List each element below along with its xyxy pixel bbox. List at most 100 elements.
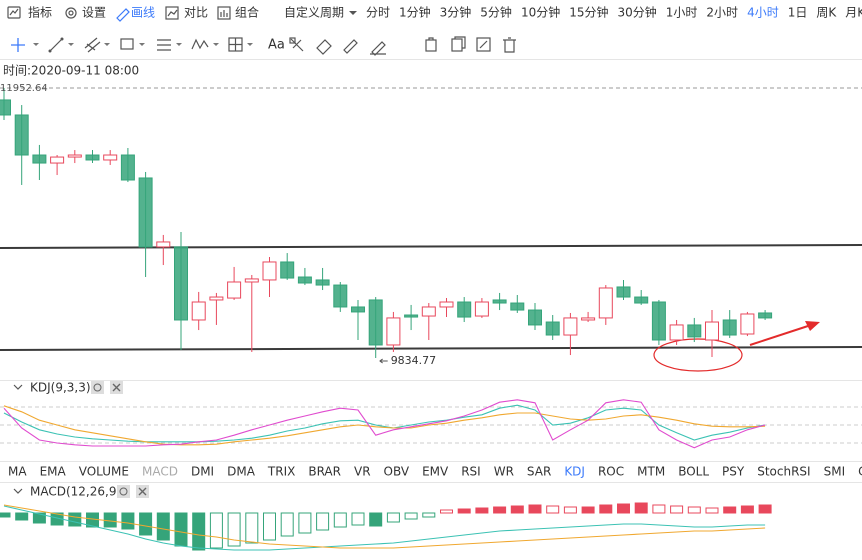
candle-body (209, 296, 224, 301)
macd-bar (758, 504, 772, 514)
macd-bar (351, 512, 365, 526)
macd-bar (528, 504, 542, 514)
candle-body (14, 114, 29, 156)
indicator-tab[interactable]: BOLL (678, 465, 709, 479)
toolbar-item[interactable]: 设置 (82, 6, 106, 20)
indicator-tab[interactable]: KDJ (564, 465, 585, 479)
macd-line (3, 505, 766, 551)
period-option[interactable]: 1分钟 (399, 5, 431, 20)
toolbar-item[interactable]: 指标 (28, 5, 52, 20)
candle-body (687, 324, 702, 338)
macd-bar (121, 512, 135, 530)
macd-settings[interactable] (117, 485, 130, 498)
macd-bar (263, 512, 276, 541)
collapse-icon[interactable] (13, 488, 23, 494)
macd-bar (139, 512, 153, 536)
macd-bar (68, 512, 82, 527)
indicator-tab[interactable]: SAR (527, 465, 551, 479)
indicator-tab[interactable]: TRIX (267, 465, 295, 479)
toolbar-item[interactable]: 组合 (235, 5, 259, 20)
indicator-tab[interactable]: VOLUME (79, 465, 129, 479)
drawings (0, 87, 862, 372)
period-option[interactable]: 周K (816, 6, 837, 20)
time-label: 时间:2020-09-11 08:00 (3, 64, 139, 78)
period-option[interactable]: 3分钟 (440, 5, 472, 20)
indicator-tab[interactable]: EMV (422, 465, 449, 479)
macd-close[interactable] (136, 485, 149, 498)
candle-body (315, 279, 330, 286)
toolbar-item[interactable]: 对比 (184, 6, 208, 20)
macd-bar (705, 507, 719, 514)
macd-bar (581, 506, 595, 514)
indicator-tab[interactable]: DMI (191, 465, 214, 479)
indicator-tab[interactable]: ROC (598, 465, 624, 479)
macd-bar (298, 512, 312, 534)
indicator-tabs: MA EMA VOLUME MACD DMI DMA TRIX BRAR VR OBV EMV RSI… (8, 465, 862, 479)
period-option[interactable]: 10分钟 (521, 5, 560, 20)
candle-body (244, 278, 259, 283)
candle-body (545, 321, 560, 336)
indicator-tab[interactable]: OBV (384, 465, 410, 479)
candle-body (634, 296, 649, 304)
candle-body (174, 246, 188, 321)
macd-bar (634, 502, 648, 514)
indicator-tab[interactable]: StochRSI (757, 465, 810, 479)
kdj-line (3, 405, 766, 446)
candle-body (651, 301, 666, 341)
period-option[interactable]: 月K (845, 6, 862, 20)
macd-bar (156, 512, 170, 541)
macd-bar (209, 512, 223, 549)
period-option[interactable]: 15分钟 (569, 5, 608, 20)
macd-bar (192, 512, 206, 551)
indicator-tab[interactable]: PSY (722, 465, 745, 479)
indicator-tab[interactable]: VR (354, 465, 371, 479)
candle-body (616, 286, 631, 298)
macd-bar (245, 512, 259, 544)
candle-body (262, 261, 277, 281)
collapse-icon[interactable] (13, 384, 23, 390)
period-option[interactable]: 30分钟 (618, 5, 657, 20)
macd-bar (422, 512, 436, 518)
macd-bar (440, 509, 453, 514)
indicator-tab[interactable]: EMA (40, 465, 67, 479)
indicator-tab[interactable]: RSI (461, 465, 481, 479)
macd-bar (546, 505, 560, 514)
candle-body (669, 324, 684, 341)
macd-bar (652, 504, 666, 514)
macd-line (3, 504, 766, 549)
custom-period[interactable]: 自定义周期 (284, 5, 344, 20)
candle-body (0, 99, 11, 116)
drawing-toolbar (11, 36, 516, 56)
low-label: 9834.77 (391, 354, 437, 367)
candle-body (404, 314, 419, 318)
macd-bar (316, 512, 330, 531)
kdj-title: KDJ(9,3,3) (30, 381, 91, 395)
period-option[interactable]: 1日 (788, 6, 808, 20)
indicator-tab[interactable]: CCI (858, 465, 862, 479)
toolbar-item[interactable]: 画线 (131, 6, 155, 20)
kdj-grid (0, 406, 862, 444)
candle-body (191, 301, 206, 321)
toolbar-icons (7, 6, 357, 22)
period-option[interactable]: 2小时 (706, 6, 738, 20)
indicator-tab[interactable]: MA (8, 465, 27, 479)
kdj-settings[interactable] (91, 381, 104, 394)
text-tool[interactable]: Aa (268, 38, 285, 53)
indicator-tab[interactable]: BRAR (308, 465, 341, 479)
period-option[interactable]: 5分钟 (480, 5, 512, 20)
indicator-tab[interactable]: SMI (824, 465, 846, 479)
indicator-tab[interactable]: MTM (637, 465, 665, 479)
macd-bar (740, 505, 754, 514)
candle-body (457, 301, 472, 318)
period-option[interactable]: 1小时 (666, 6, 698, 20)
indicator-tab[interactable]: DMA (227, 465, 256, 479)
indicator-tab[interactable]: MACD (142, 465, 178, 479)
candle-body (280, 261, 295, 279)
indicator-tab[interactable]: WR (494, 465, 514, 479)
kdj-close[interactable] (110, 381, 123, 394)
candle-body (705, 321, 719, 341)
period-option[interactable]: 分时 (366, 6, 390, 20)
period-option[interactable]: 4小时 (747, 6, 779, 20)
candle-body (758, 312, 773, 319)
macd-bar (670, 505, 684, 514)
